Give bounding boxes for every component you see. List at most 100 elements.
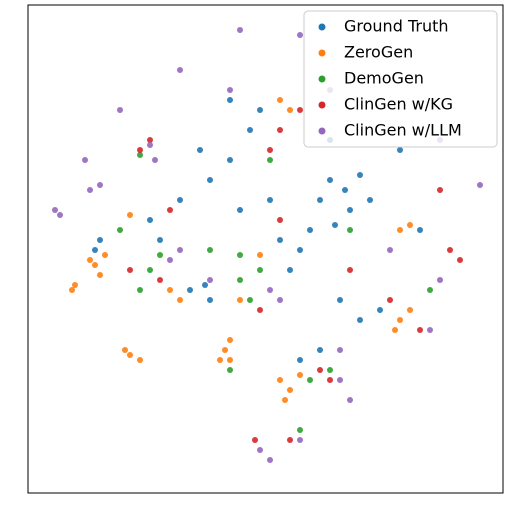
point (52, 207, 58, 213)
point (177, 247, 183, 253)
point (157, 237, 163, 243)
point (147, 142, 153, 148)
point (297, 427, 303, 433)
point (227, 367, 233, 373)
point (277, 127, 283, 133)
point (252, 437, 258, 443)
point (392, 327, 398, 333)
point (207, 297, 213, 303)
point (477, 182, 483, 188)
legend-label: Ground Truth (344, 17, 449, 36)
point (342, 187, 348, 193)
point (97, 182, 103, 188)
legend-marker (318, 101, 326, 109)
point (207, 247, 213, 253)
point (387, 247, 393, 253)
point (167, 257, 173, 263)
point (257, 267, 263, 273)
point (457, 257, 463, 263)
point (57, 212, 63, 218)
point (177, 197, 183, 203)
point (167, 287, 173, 293)
point (287, 387, 293, 393)
point (277, 217, 283, 223)
legend-box (303, 10, 498, 148)
series (127, 107, 463, 443)
point (137, 287, 143, 293)
point (82, 157, 88, 163)
series (117, 152, 433, 433)
point (297, 357, 303, 363)
point (437, 187, 443, 193)
point (317, 367, 323, 373)
point (267, 287, 273, 293)
point (347, 207, 353, 213)
point (367, 197, 373, 203)
point (297, 32, 303, 38)
point (102, 252, 108, 258)
point (332, 222, 338, 228)
point (122, 347, 128, 353)
point (407, 307, 413, 313)
point (137, 147, 143, 153)
point (117, 107, 123, 113)
point (397, 147, 403, 153)
point (277, 297, 283, 303)
point (167, 207, 173, 213)
point (147, 137, 153, 143)
point (397, 317, 403, 323)
point (317, 347, 323, 353)
point (257, 107, 263, 113)
legend-label: ZeroGen (344, 43, 413, 62)
point (217, 357, 223, 363)
point (92, 247, 98, 253)
point (317, 197, 323, 203)
point (297, 372, 303, 378)
point (327, 367, 333, 373)
point (267, 157, 273, 163)
point (97, 237, 103, 243)
point (87, 187, 93, 193)
point (207, 277, 213, 283)
point (227, 157, 233, 163)
legend-label: ClinGen w/LLM (344, 121, 462, 140)
point (147, 217, 153, 223)
point (127, 212, 133, 218)
point (257, 307, 263, 313)
point (207, 177, 213, 183)
point (307, 227, 313, 233)
point (227, 87, 233, 93)
point (337, 377, 343, 383)
point (237, 207, 243, 213)
legend-marker (318, 23, 326, 31)
point (307, 377, 313, 383)
point (437, 277, 443, 283)
point (407, 222, 413, 228)
point (277, 237, 283, 243)
point (427, 287, 433, 293)
series (92, 97, 423, 363)
point (357, 172, 363, 178)
point (447, 247, 453, 253)
point (287, 267, 293, 273)
point (387, 297, 393, 303)
point (87, 257, 93, 263)
point (287, 107, 293, 113)
point (237, 297, 243, 303)
point (127, 267, 133, 273)
point (72, 282, 78, 288)
point (187, 287, 193, 293)
point (427, 327, 433, 333)
point (237, 252, 243, 258)
point (247, 297, 253, 303)
point (247, 127, 253, 133)
point (237, 277, 243, 283)
point (117, 227, 123, 233)
point (267, 197, 273, 203)
point (257, 447, 263, 453)
point (97, 272, 103, 278)
point (127, 352, 133, 358)
point (237, 27, 243, 33)
point (417, 327, 423, 333)
